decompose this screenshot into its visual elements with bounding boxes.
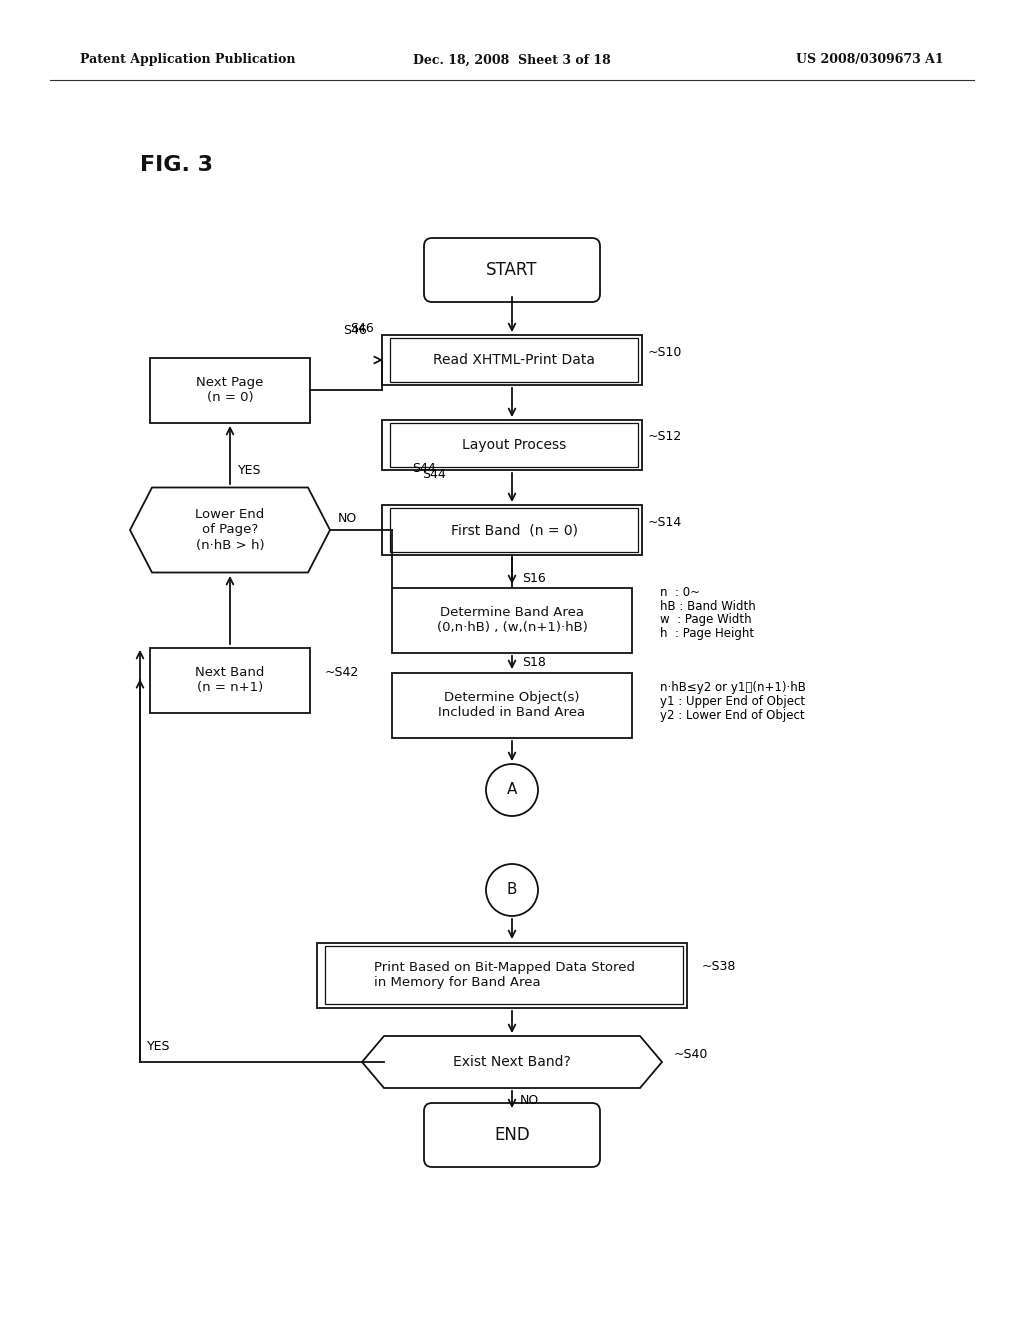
Bar (150, 358, 310, 422)
Text: hB : Band Width: hB : Band Width (660, 599, 756, 612)
Text: Patent Application Publication: Patent Application Publication (80, 54, 296, 66)
Text: Dec. 18, 2008  Sheet 3 of 18: Dec. 18, 2008 Sheet 3 of 18 (413, 54, 611, 66)
Text: S18: S18 (522, 656, 546, 669)
Bar (390, 508, 638, 552)
Bar (392, 672, 632, 738)
Text: ~S38: ~S38 (702, 961, 736, 974)
Text: ~S10: ~S10 (648, 346, 682, 359)
Text: S44: S44 (412, 462, 436, 474)
FancyBboxPatch shape (424, 1104, 600, 1167)
Text: Next Band
(n = n+1): Next Band (n = n+1) (196, 667, 264, 694)
Bar (382, 335, 642, 385)
FancyBboxPatch shape (424, 238, 600, 302)
Text: START: START (486, 261, 538, 279)
Text: Print Based on Bit-Mapped Data Stored
in Memory for Band Area: Print Based on Bit-Mapped Data Stored in… (374, 961, 635, 989)
Text: First Band  (n = 0): First Band (n = 0) (451, 523, 578, 537)
Text: B: B (507, 883, 517, 898)
Text: Next Page
(n = 0): Next Page (n = 0) (197, 376, 264, 404)
Text: Exist Next Band?: Exist Next Band? (454, 1055, 570, 1069)
Text: Lower End
of Page?
(n·hB > h): Lower End of Page? (n·hB > h) (196, 508, 264, 552)
Bar (382, 506, 642, 554)
Polygon shape (130, 487, 330, 573)
Text: S46: S46 (343, 323, 367, 337)
Text: w  : Page Width: w : Page Width (660, 614, 752, 627)
Text: YES: YES (238, 463, 261, 477)
Text: YES: YES (147, 1040, 171, 1052)
Text: Determine Object(s)
Included in Band Area: Determine Object(s) Included in Band Are… (438, 690, 586, 719)
Polygon shape (362, 1036, 662, 1088)
Text: y1 : Upper End of Object: y1 : Upper End of Object (660, 694, 805, 708)
Text: END: END (495, 1126, 529, 1144)
Text: ~S14: ~S14 (648, 516, 682, 528)
Bar (317, 942, 687, 1007)
Bar (382, 420, 642, 470)
Circle shape (486, 865, 538, 916)
Text: Layout Process: Layout Process (462, 438, 566, 451)
Text: ~S42: ~S42 (325, 665, 359, 678)
Text: Read XHTML-Print Data: Read XHTML-Print Data (433, 352, 595, 367)
Text: FIG. 3: FIG. 3 (140, 154, 213, 176)
Bar (392, 587, 632, 652)
Text: NO: NO (520, 1093, 540, 1106)
Text: Determine Band Area
(0,n·hB) , (w,(n+1)·hB): Determine Band Area (0,n·hB) , (w,(n+1)·… (436, 606, 588, 634)
Text: ~S12: ~S12 (648, 430, 682, 444)
Text: ~S40: ~S40 (674, 1048, 709, 1060)
Text: S16: S16 (522, 572, 546, 585)
Text: A: A (507, 783, 517, 797)
Circle shape (486, 764, 538, 816)
Bar (390, 424, 638, 467)
Text: h  : Page Height: h : Page Height (660, 627, 754, 640)
Text: n  : 0~: n : 0~ (660, 586, 700, 598)
Bar (150, 648, 310, 713)
Text: S44: S44 (422, 469, 445, 482)
Text: US 2008/0309673 A1: US 2008/0309673 A1 (797, 54, 944, 66)
Text: n·hB≤y2 or y1＜(n+1)·hB: n·hB≤y2 or y1＜(n+1)·hB (660, 681, 806, 693)
Text: S46: S46 (350, 322, 374, 334)
Text: y2 : Lower End of Object: y2 : Lower End of Object (660, 709, 805, 722)
Text: NO: NO (338, 511, 357, 524)
Bar (325, 945, 683, 1005)
Bar (390, 338, 638, 381)
